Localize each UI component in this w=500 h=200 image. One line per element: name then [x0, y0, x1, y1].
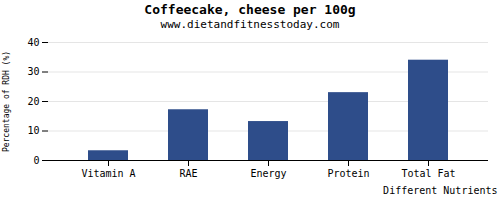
- svg-text:40: 40: [27, 37, 39, 48]
- svg-text:RAE: RAE: [179, 168, 197, 179]
- svg-text:0: 0: [33, 155, 39, 166]
- html-text:Coffeecake, cheese per 100g: Coffeecake, cheese per 100g: [144, 2, 356, 17]
- svg-text:Vitamin A: Vitamin A: [81, 168, 135, 179]
- svg-text:Energy: Energy: [250, 168, 286, 179]
- html-text:www.dietandfitnesstoday.com: www.dietandfitnesstoday.com: [160, 18, 340, 31]
- svg-text:10: 10: [27, 125, 39, 136]
- svg-text:20: 20: [27, 96, 39, 107]
- svg-text:Different Nutrients: Different Nutrients: [383, 185, 497, 196]
- svg-text:Protein: Protein: [327, 168, 369, 179]
- svg-text:30: 30: [27, 66, 39, 77]
- svg-text:Total Fat: Total Fat: [401, 168, 455, 179]
- svg-text:Percentage of RDH (%): Percentage of RDH (%): [2, 51, 11, 152]
